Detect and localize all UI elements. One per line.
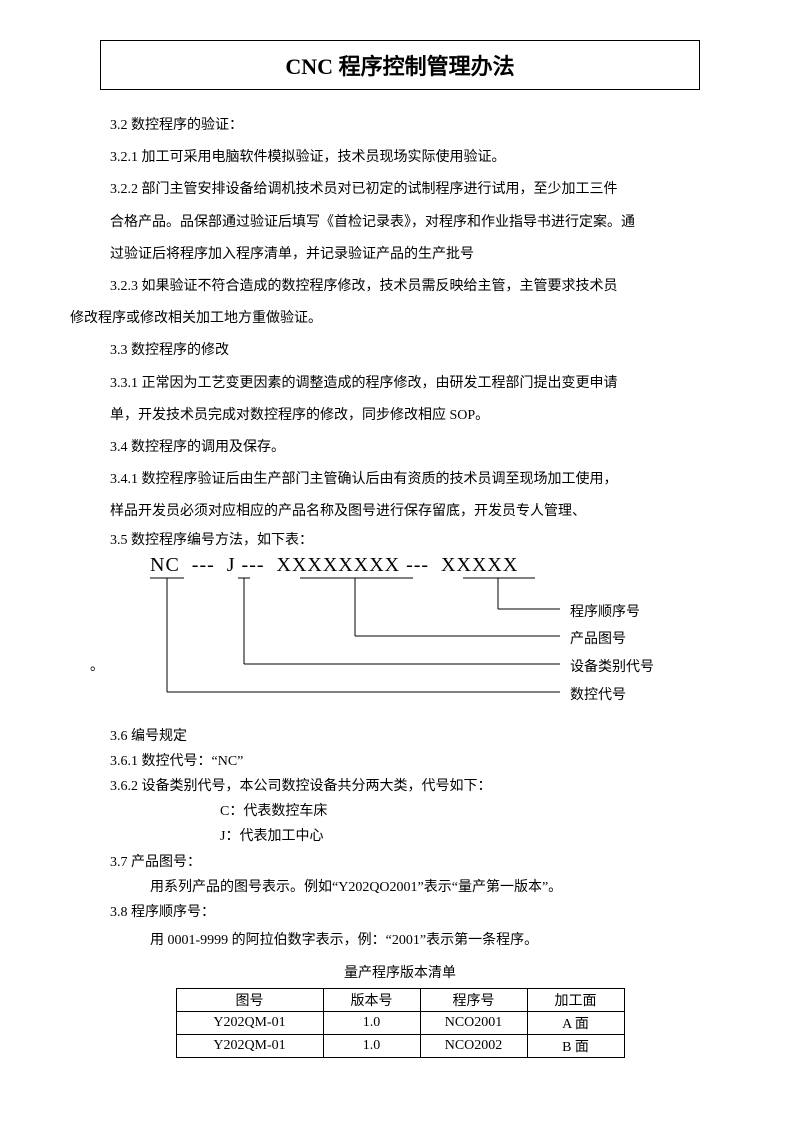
para-3-2-2b: 合格产品。品保部通过验证后填写《首检记录表》，对程序和作业指导书进行定案。通 <box>70 207 730 239</box>
para-3-2-2a: 3.2.2 部门主管安排设备给调机技术员对已初定的试制程序进行试用，至少加工三件 <box>70 174 730 206</box>
para-3-6: 3.6 编号规定 <box>70 724 730 749</box>
para-3-4: 3.4 数控程序的调用及保存。 <box>70 432 730 464</box>
para-3-6-2-c: C：代表数控车床 <box>70 799 730 824</box>
table-header-row: 图号 版本号 程序号 加工面 <box>176 988 624 1011</box>
para-3-7: 3.7 产品图号： <box>70 850 730 875</box>
para-3-4-1b: 样品开发员必须对应相应的产品名称及图号进行保存留底，开发员专人管理、 <box>70 496 730 528</box>
label-nc-code: 数控代号 <box>570 684 626 704</box>
cell: NCO2001 <box>420 1011 527 1034</box>
para-3-6-2-j: J：代表加工中心 <box>70 824 730 849</box>
th-program: 程序号 <box>420 988 527 1011</box>
numbering-diagram: NC --- J --- XXXXXXXX --- XXXXX 。 程序顺序号 … <box>110 554 730 724</box>
th-face: 加工面 <box>527 988 624 1011</box>
para-3-6-1: 3.6.1 数控代号：“NC” <box>70 749 730 774</box>
cell: 1.0 <box>323 1011 420 1034</box>
para-3-2: 3.2 数控程序的验证： <box>70 110 730 142</box>
para-3-7b: 用系列产品的图号表示。例如“Y202QO2001”表示“量产第一版本”。 <box>70 875 730 900</box>
para-3-2-2c: 过验证后将程序加入程序清单，并记录验证产品的生产批号 <box>70 239 730 271</box>
label-seq-no: 程序顺序号 <box>570 601 640 621</box>
para-3-2-1: 3.2.1 加工可采用电脑软件模拟验证，技术员现场实际使用验证。 <box>70 142 730 174</box>
version-table: 图号 版本号 程序号 加工面 Y202QM-01 1.0 NCO2001 A 面… <box>176 988 625 1058</box>
cell: A 面 <box>527 1011 624 1034</box>
cell: NCO2002 <box>420 1034 527 1057</box>
document-title: CNC 程序控制管理办法 <box>285 54 514 79</box>
stray-period: 。 <box>90 655 104 675</box>
label-device-code: 设备类别代号 <box>570 656 654 676</box>
para-3-5: 3.5 数控程序编号方法，如下表： <box>70 528 730 553</box>
para-3-6-2: 3.6.2 设备类别代号，本公司数控设备共分两大类，代号如下： <box>70 774 730 799</box>
para-3-2-3a: 3.2.3 如果验证不符合造成的数控程序修改，技术员需反映给主管，主管要求技术员 <box>70 271 730 303</box>
table-row: Y202QM-01 1.0 NCO2001 A 面 <box>176 1011 624 1034</box>
para-3-3-1b: 单，开发技术员完成对数控程序的修改，同步修改相应 SOP。 <box>70 400 730 432</box>
para-3-3: 3.3 数控程序的修改 <box>70 335 730 367</box>
para-3-3-1a: 3.3.1 正常因为工艺变更因素的调整造成的程序修改，由研发工程部门提出变更申请 <box>70 368 730 400</box>
cell: 1.0 <box>323 1034 420 1057</box>
para-3-2-3b: 修改程序或修改相关加工地方重做验证。 <box>70 303 730 335</box>
cell: Y202QM-01 <box>176 1011 323 1034</box>
cell: Y202QM-01 <box>176 1034 323 1057</box>
cell: B 面 <box>527 1034 624 1057</box>
para-3-8: 3.8 程序顺序号： <box>70 900 730 925</box>
document-page: CNC 程序控制管理办法 3.2 数控程序的验证： 3.2.1 加工可采用电脑软… <box>0 0 800 1098</box>
table-title: 量产程序版本清单 <box>70 963 730 985</box>
para-3-8b: 用 0001-9999 的阿拉伯数字表示，例：“2001”表示第一条程序。 <box>70 925 730 957</box>
th-version: 版本号 <box>323 988 420 1011</box>
label-drawing-no: 产品图号 <box>570 628 626 648</box>
th-drawing: 图号 <box>176 988 323 1011</box>
table-row: Y202QM-01 1.0 NCO2002 B 面 <box>176 1034 624 1057</box>
title-box: CNC 程序控制管理办法 <box>100 40 700 90</box>
para-3-4-1a: 3.4.1 数控程序验证后由生产部门主管确认后由有资质的技术员调至现场加工使用， <box>70 464 730 496</box>
